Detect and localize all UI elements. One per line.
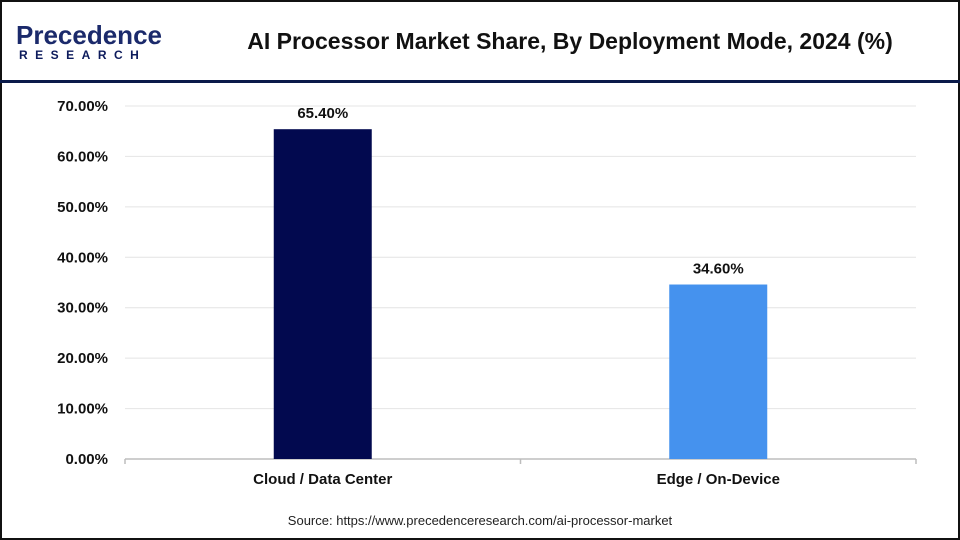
x-tick-label: Edge / On-Device — [657, 471, 780, 488]
data-label: 65.40% — [297, 105, 348, 122]
y-tick-label: 60.00% — [57, 148, 108, 165]
y-tick-label: 20.00% — [57, 350, 108, 367]
y-tick-label: 10.00% — [57, 401, 108, 418]
precedence-research-logo: Precedence RESEARCH — [16, 22, 166, 62]
header-divider — [0, 80, 960, 83]
chart-title: AI Processor Market Share, By Deployment… — [247, 28, 893, 54]
y-tick-label: 0.00% — [65, 451, 108, 468]
y-tick-label: 50.00% — [57, 199, 108, 216]
logo-line1: Precedence — [16, 20, 162, 50]
y-tick-label: 40.00% — [57, 249, 108, 266]
x-tick-label: Cloud / Data Center — [253, 471, 392, 488]
logo-line2: RESEARCH — [19, 48, 147, 62]
y-tick-label: 30.00% — [57, 300, 108, 317]
bar — [669, 284, 768, 459]
source-note: Source: https://www.precedenceresearch.c… — [287, 513, 673, 528]
bar — [273, 129, 372, 459]
y-tick-label: 70.00% — [57, 98, 108, 115]
data-label: 34.60% — [693, 261, 744, 278]
